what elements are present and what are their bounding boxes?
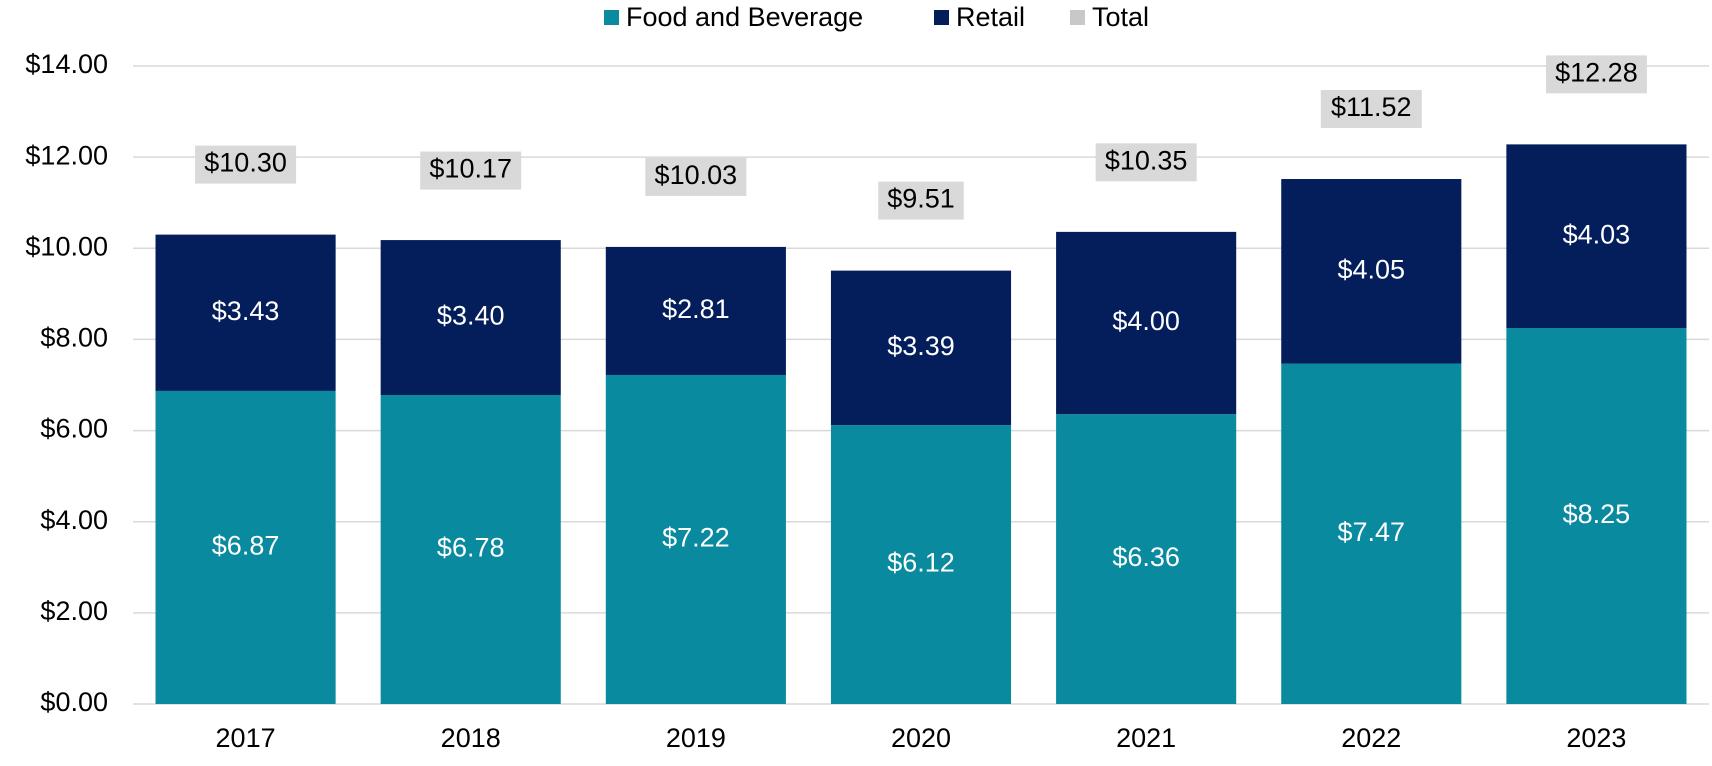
y-tick-label: $0.00 — [40, 687, 108, 717]
bar-segment — [380, 240, 561, 396]
bar-segment — [605, 374, 786, 704]
data-label: $3.43 — [212, 296, 280, 326]
bar-segment — [1506, 144, 1687, 329]
bar-segment — [155, 234, 336, 391]
data-label: $4.03 — [1563, 219, 1631, 249]
total-label-background — [878, 181, 964, 220]
total-label: $10.03 — [655, 160, 738, 190]
data-label: $4.05 — [1337, 254, 1405, 284]
x-tick-label: 2022 — [1341, 723, 1401, 753]
x-tick-label: 2017 — [216, 723, 276, 753]
x-tick-label: 2021 — [1116, 723, 1176, 753]
total-label-background — [1545, 55, 1647, 94]
y-tick-label: $4.00 — [40, 505, 108, 535]
y-tick-label: $6.00 — [40, 414, 108, 444]
x-tick-label: 2019 — [666, 723, 726, 753]
bar-segment — [1056, 231, 1237, 415]
data-label: $6.36 — [1112, 542, 1180, 572]
total-label: $11.52 — [1331, 92, 1412, 122]
legend-marker — [1070, 10, 1085, 25]
bar-segment — [155, 390, 336, 704]
legend-marker — [934, 10, 949, 25]
data-label: $2.81 — [662, 294, 730, 324]
total-label-background — [420, 151, 522, 190]
y-tick-label: $12.00 — [25, 140, 108, 170]
data-label: $6.12 — [887, 548, 955, 578]
data-label: $6.87 — [212, 531, 280, 561]
y-tick-label: $8.00 — [40, 323, 108, 353]
total-label-background — [645, 157, 747, 196]
bar-segment — [830, 425, 1012, 704]
total-label-background — [195, 145, 297, 184]
legend-label: Total — [1092, 2, 1149, 32]
data-label: $4.00 — [1112, 306, 1180, 336]
total-label-background — [1320, 90, 1422, 129]
data-label: $7.22 — [662, 523, 730, 553]
x-tick-label: 2020 — [891, 723, 951, 753]
bar-segment — [1056, 414, 1237, 704]
y-tick-label: $10.00 — [25, 231, 108, 261]
bar-segment — [1281, 363, 1462, 704]
data-label: $3.40 — [437, 301, 505, 331]
data-label: $7.47 — [1337, 517, 1405, 547]
total-label: $9.51 — [887, 184, 955, 214]
bar-segment — [380, 395, 561, 704]
legend-marker — [604, 10, 619, 25]
total-label-background — [1095, 143, 1197, 182]
bar-segment — [605, 246, 786, 375]
x-tick-label: 2018 — [441, 723, 501, 753]
data-label: $8.25 — [1563, 499, 1631, 529]
legend-label: Retail — [956, 2, 1025, 32]
total-label: $10.35 — [1105, 145, 1188, 175]
data-label: $3.39 — [887, 331, 955, 361]
total-label: $10.30 — [204, 148, 287, 178]
y-tick-label: $14.00 — [25, 49, 108, 79]
data-label: $6.78 — [437, 533, 505, 563]
legend-label: Food and Beverage — [626, 2, 863, 32]
total-label: $10.17 — [429, 154, 512, 184]
x-tick-label: 2023 — [1566, 723, 1626, 753]
total-label: $12.28 — [1555, 58, 1638, 88]
bar-segment — [1281, 179, 1462, 364]
y-tick-label: $2.00 — [40, 596, 108, 626]
bar-segment — [830, 270, 1012, 426]
bar-segment — [1506, 328, 1687, 704]
